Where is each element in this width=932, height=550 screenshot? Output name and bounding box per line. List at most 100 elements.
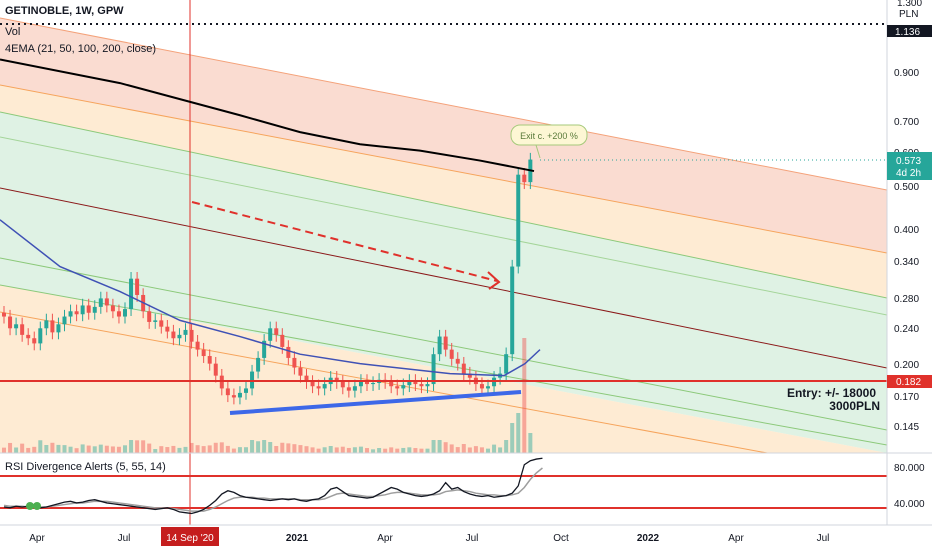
volume-bar: [304, 446, 309, 453]
candle-body: [365, 380, 369, 385]
ema-legend[interactable]: 4EMA (21, 50, 100, 200, close): [5, 43, 157, 55]
candle-body: [316, 386, 321, 389]
volume-bar: [407, 447, 412, 453]
volume-bar: [62, 445, 67, 453]
volume-bar: [455, 447, 460, 453]
volume-bar: [50, 442, 55, 453]
candle-body: [244, 388, 248, 393]
channel-band-red: [0, 18, 887, 253]
time-tick-label: Apr: [377, 533, 393, 544]
price-tick-label: 0.280: [894, 294, 919, 305]
candle-body: [92, 306, 97, 313]
volume-bar: [123, 445, 127, 453]
volume-bar: [2, 447, 6, 453]
volume-bar: [352, 447, 357, 453]
volume-bar: [461, 444, 466, 453]
time-highlight-tag: [161, 527, 219, 546]
candle-body: [389, 381, 394, 387]
volume-bar: [371, 449, 376, 453]
candle-body: [268, 328, 273, 341]
candle-body: [20, 324, 25, 335]
volume-bar: [44, 445, 49, 453]
candle-body: [14, 324, 19, 329]
candle-body: [26, 334, 31, 339]
price-axis-unit: PLN: [899, 9, 918, 20]
volume-bar: [225, 445, 230, 453]
candle-body: [116, 311, 121, 317]
exit-callout[interactable]: Exit c. +200 %: [510, 124, 588, 159]
volume-bar: [141, 440, 146, 453]
candle-body: [56, 324, 61, 333]
time-axis[interactable]: Apr Jul 14 Sep '20 2021 Apr Jul Oct 2022…: [0, 524, 932, 546]
candle-body: [256, 357, 261, 372]
time-tick-label: 2022: [637, 533, 660, 544]
volume-bar: [92, 446, 97, 453]
volume-bar: [316, 448, 321, 453]
volume-bar: [322, 447, 327, 453]
chart-title[interactable]: GETINOBLE, 1W, GPW: [5, 5, 124, 17]
volume-bar: [26, 447, 31, 453]
candle-body: [461, 363, 466, 374]
candle-body: [449, 349, 454, 359]
candle-body: [38, 328, 43, 344]
volume-legend[interactable]: Vol: [5, 26, 21, 38]
volume-bar: [135, 440, 140, 453]
rsi-legend[interactable]: RSI Divergence Alerts (5, 55, 14): [5, 461, 166, 473]
volume-bar: [504, 440, 509, 453]
candle-body: [413, 380, 418, 385]
candle-body: [86, 305, 91, 313]
volume-bar: [492, 444, 497, 453]
price-tick-label: 0.500: [894, 182, 919, 193]
volume-bar: [219, 442, 224, 453]
volume-bar: [32, 446, 37, 453]
price-tick-label: 0.200: [894, 360, 919, 371]
volume-bar: [14, 447, 19, 453]
rsi-pane: [0, 457, 887, 515]
regression-channel: [0, 17, 887, 453]
channel-line: [0, 84, 887, 254]
volume-bar: [165, 447, 170, 453]
price-tick-label: 0.145: [894, 422, 919, 433]
candle-body: [262, 340, 267, 358]
price-tick-label: 0.340: [894, 257, 919, 268]
volume-bar: [8, 442, 13, 453]
volume-bar: [177, 447, 182, 453]
volume-bar: [389, 447, 394, 453]
channel-line: [0, 136, 887, 316]
candle-body: [165, 326, 170, 332]
candle-body: [237, 392, 242, 398]
candle-body: [304, 375, 309, 382]
candle-body: [310, 381, 315, 387]
volume-bar: [340, 446, 345, 453]
volume-bar: [522, 338, 527, 453]
dashed-arrow[interactable]: [191, 201, 501, 290]
volume-bar: [207, 445, 212, 453]
volume-bar: [286, 443, 291, 453]
support-trendline[interactable]: [229, 390, 522, 415]
time-highlight-label: 14 Sep '20: [166, 533, 214, 544]
channel-line: [0, 111, 887, 299]
volume-bar: [437, 440, 442, 453]
volume-bar: [244, 447, 248, 453]
price-tick-label: 0.240: [894, 324, 919, 335]
volume-bars: [2, 338, 533, 453]
candle-body: [340, 381, 345, 388]
price-axis[interactable]: 1.300 PLN 1.136 0.900 0.700 0.600 0.573 …: [886, 0, 932, 525]
volume-bar: [377, 448, 382, 453]
candle-body: [195, 341, 200, 350]
volume-bar: [213, 442, 218, 453]
volume-bar: [74, 448, 79, 453]
volume-bar: [383, 448, 388, 453]
volume-bar: [256, 441, 261, 453]
volume-bar: [153, 449, 158, 453]
volume-bar: [443, 442, 448, 453]
candle-body: [62, 316, 67, 325]
rsi-tick-label: 40.000: [894, 499, 925, 510]
volume-bar: [274, 446, 279, 453]
candle-body: [183, 329, 188, 335]
rsi-tick-label: 80.000: [894, 463, 925, 474]
candle-body: [250, 371, 255, 389]
candle-body: [516, 174, 521, 267]
entry-annotation: Entry: +/- 18000 3000PLN: [787, 386, 880, 413]
